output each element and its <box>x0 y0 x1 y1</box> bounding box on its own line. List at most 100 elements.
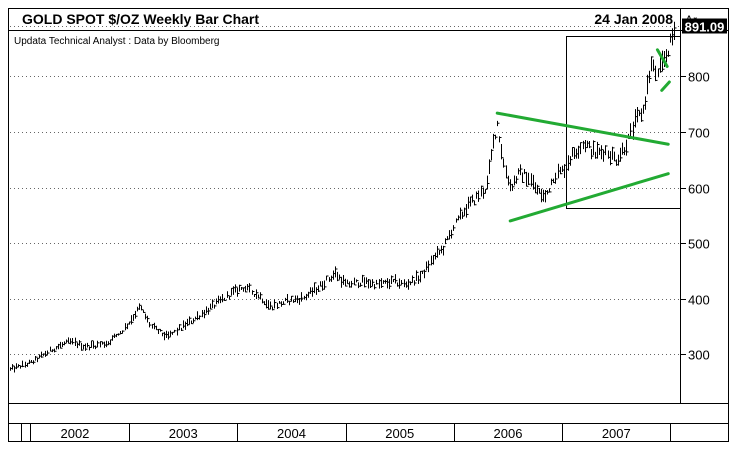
price-bar <box>555 172 558 184</box>
price-bar <box>237 287 240 297</box>
price-bar <box>189 316 192 325</box>
price-bar <box>95 345 98 350</box>
last-price-marker: 891.09 <box>682 18 727 35</box>
price-bar <box>249 283 252 293</box>
price-bar <box>256 289 259 299</box>
price-bar <box>453 225 456 231</box>
price-bar <box>91 340 94 348</box>
price-bar <box>364 277 367 288</box>
price-bar <box>174 329 177 333</box>
price-bar <box>389 279 392 290</box>
price-bar <box>324 280 327 290</box>
price-bar <box>451 229 454 239</box>
price-bar <box>374 283 377 290</box>
price-bar <box>147 315 150 323</box>
price-bar <box>12 364 15 370</box>
last-price-badge <box>682 18 727 34</box>
price-bar <box>512 183 515 191</box>
price-bar <box>460 207 463 220</box>
price-bar <box>289 300 292 306</box>
price-bar <box>81 343 84 351</box>
y-tick-label-500: 500 <box>688 237 710 252</box>
price-bar <box>360 282 363 287</box>
price-bar <box>674 21 677 41</box>
price-bar <box>35 355 38 361</box>
price-bar <box>372 279 375 287</box>
chart-date: 24 Jan 2008 <box>594 11 673 27</box>
price-bar <box>335 266 338 278</box>
price-bar <box>229 295 232 300</box>
price-bar <box>318 285 321 293</box>
price-bar <box>416 270 419 282</box>
gridlines <box>10 26 680 355</box>
y-tick-label-800: 800 <box>688 70 710 85</box>
price-bar <box>187 318 190 327</box>
price-bar <box>281 301 284 307</box>
price-bar <box>503 158 506 168</box>
price-bar <box>301 292 304 302</box>
price-bar <box>214 304 217 309</box>
price-bar <box>612 146 615 160</box>
price-bar <box>597 141 600 159</box>
price-bar <box>37 357 40 363</box>
price-bar <box>370 280 373 289</box>
trendline-triangle-lower <box>508 172 670 223</box>
price-bar <box>208 307 211 315</box>
price-bar <box>314 282 317 294</box>
price-bar <box>179 324 182 331</box>
price-bar <box>414 280 417 286</box>
price-bar <box>526 171 529 187</box>
price-bar <box>570 156 573 166</box>
price-bar <box>135 310 138 319</box>
price-bar <box>274 299 277 309</box>
price-bar <box>605 145 608 156</box>
trendline-triangle-upper <box>495 111 670 146</box>
price-bar <box>283 301 286 305</box>
price-bar <box>478 190 481 202</box>
price-bar <box>22 360 25 368</box>
trendline-pennant-lower <box>660 80 671 92</box>
y-tick-label-400: 400 <box>688 293 710 308</box>
x-axis-ticks: 2002 2003 2004 2005 2006 2007 <box>21 424 671 441</box>
price-bar <box>630 123 633 137</box>
y-tick-label-700: 700 <box>688 126 710 141</box>
price-bar <box>291 295 294 302</box>
price-bar <box>224 297 227 301</box>
price-bar <box>637 106 640 123</box>
price-bar <box>149 322 152 328</box>
price-bar <box>651 56 654 72</box>
price-bar <box>497 120 500 127</box>
price-bar <box>537 184 540 195</box>
price-bar <box>641 108 644 122</box>
price-bar <box>499 136 502 143</box>
price-bar <box>354 277 357 286</box>
price-bar <box>120 330 123 335</box>
price-bar <box>466 203 469 218</box>
price-bar <box>491 149 494 161</box>
price-bar <box>97 340 100 348</box>
price-bar <box>60 341 63 349</box>
price-bar <box>160 329 163 332</box>
price-bars <box>10 21 677 373</box>
price-bar <box>487 175 490 190</box>
price-bar <box>143 310 146 313</box>
price-bar <box>591 148 594 160</box>
price-bar <box>593 140 596 156</box>
price-bar <box>560 166 563 175</box>
price-bar <box>620 147 623 162</box>
price-bar <box>368 279 371 289</box>
price-bar <box>474 200 477 206</box>
x-year-label-2007: 2007 <box>602 426 631 441</box>
price-bar <box>252 290 255 295</box>
trendline-pennant-upper <box>655 48 669 68</box>
price-bar <box>462 211 465 219</box>
price-bar <box>118 333 121 336</box>
chart-border <box>8 8 729 442</box>
price-bar <box>428 260 431 273</box>
price-bar <box>443 245 446 256</box>
y-axis-ticks: 300 400 500 600 700 800 <box>680 70 710 363</box>
price-bar <box>649 70 652 84</box>
price-bar <box>193 318 196 324</box>
price-bar <box>655 65 658 82</box>
price-bar <box>381 278 384 288</box>
